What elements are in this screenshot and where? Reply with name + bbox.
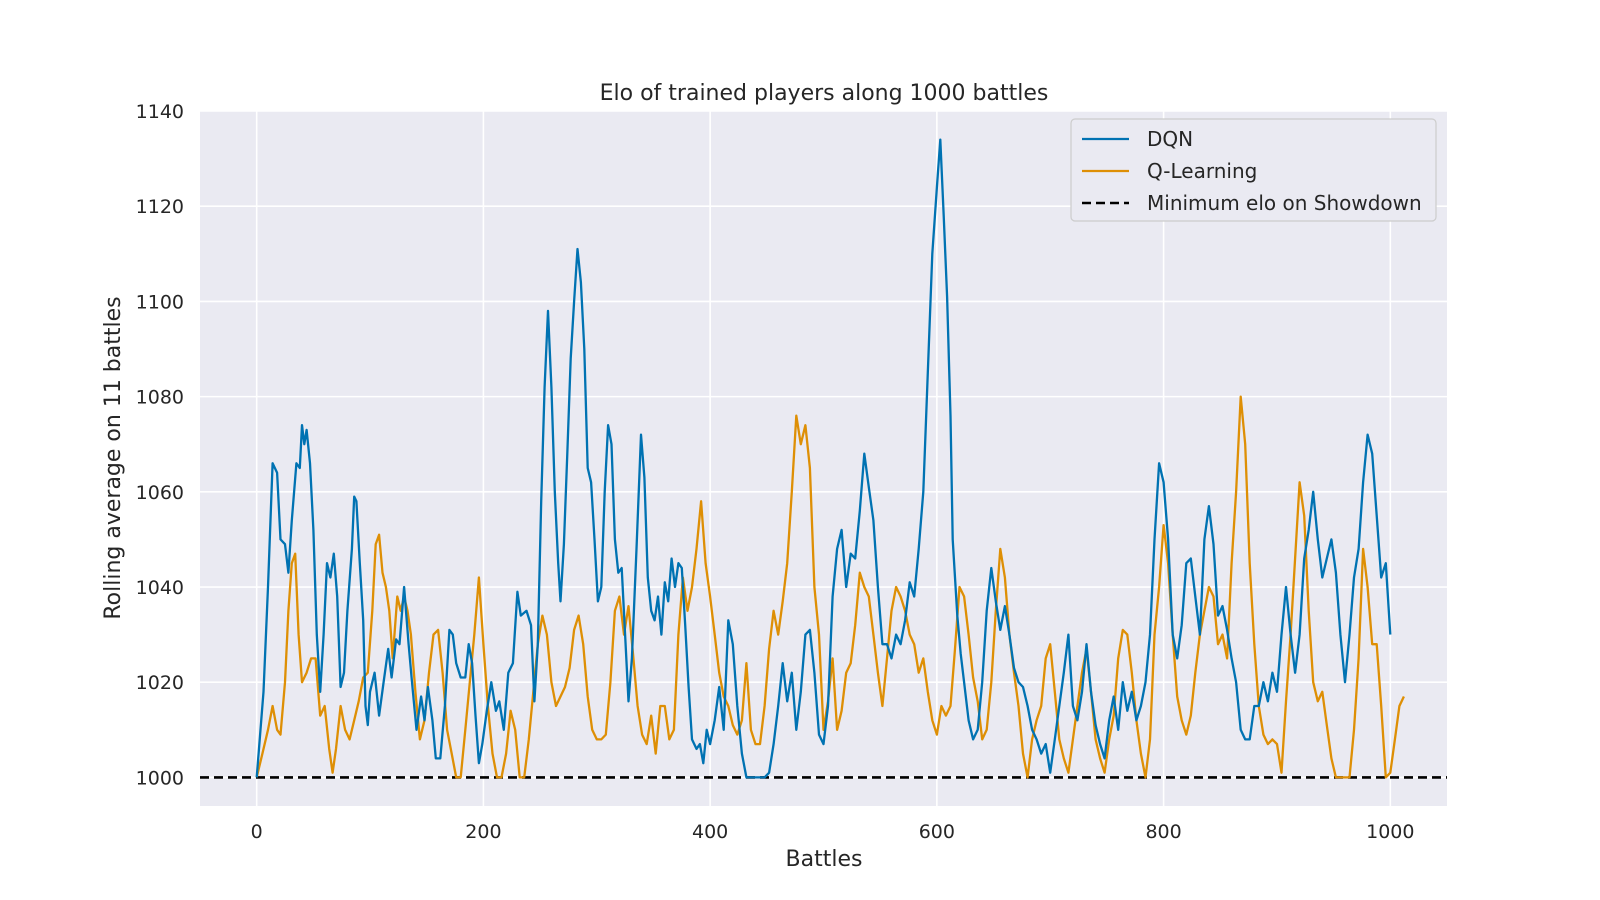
chart-title: Elo of trained players along 1000 battle… xyxy=(600,81,1049,106)
series-line-dqn xyxy=(255,138,1392,779)
legend-items: DQN Q-Learning Minimum elo on Showdown xyxy=(1082,127,1422,215)
y-tick-label: 1060 xyxy=(136,482,184,504)
legend-frame xyxy=(1070,118,1437,222)
grid xyxy=(200,110,1447,806)
y-tick-label: 1080 xyxy=(136,387,184,409)
x-tick-labels: 0 200 400 600 800 1000 xyxy=(251,821,1415,843)
y-tick-label: 1000 xyxy=(136,767,184,789)
legend-label: DQN xyxy=(1147,127,1193,151)
legend-label: Minimum elo on Showdown xyxy=(1147,191,1422,215)
y-tick-label: 1040 xyxy=(136,577,184,599)
legend: DQN Q-Learning Minimum elo on Showdown xyxy=(1070,118,1437,222)
x-tick-label: 400 xyxy=(692,821,728,843)
x-tick-label: 600 xyxy=(919,821,955,843)
x-tick-label: 1000 xyxy=(1366,821,1414,843)
plot-background xyxy=(200,111,1447,806)
y-axis-title: Rolling average on 11 battles xyxy=(101,296,126,619)
legend-label: Q-Learning xyxy=(1147,159,1257,183)
y-tick-label: 1100 xyxy=(136,291,184,313)
x-axis-title: Battles xyxy=(786,847,863,872)
y-tick-labels: 1000 1020 1040 1060 1080 1100 1120 1140 xyxy=(136,101,184,789)
y-tick-label: 1140 xyxy=(136,101,184,123)
x-tick-label: 800 xyxy=(1145,821,1181,843)
x-tick-label: 200 xyxy=(465,821,501,843)
y-tick-label: 1020 xyxy=(136,672,184,694)
series-layer xyxy=(200,138,1447,779)
y-tick-label: 1120 xyxy=(136,196,184,218)
series-line-q-learning xyxy=(255,395,1405,779)
x-tick-label: 0 xyxy=(251,821,263,843)
